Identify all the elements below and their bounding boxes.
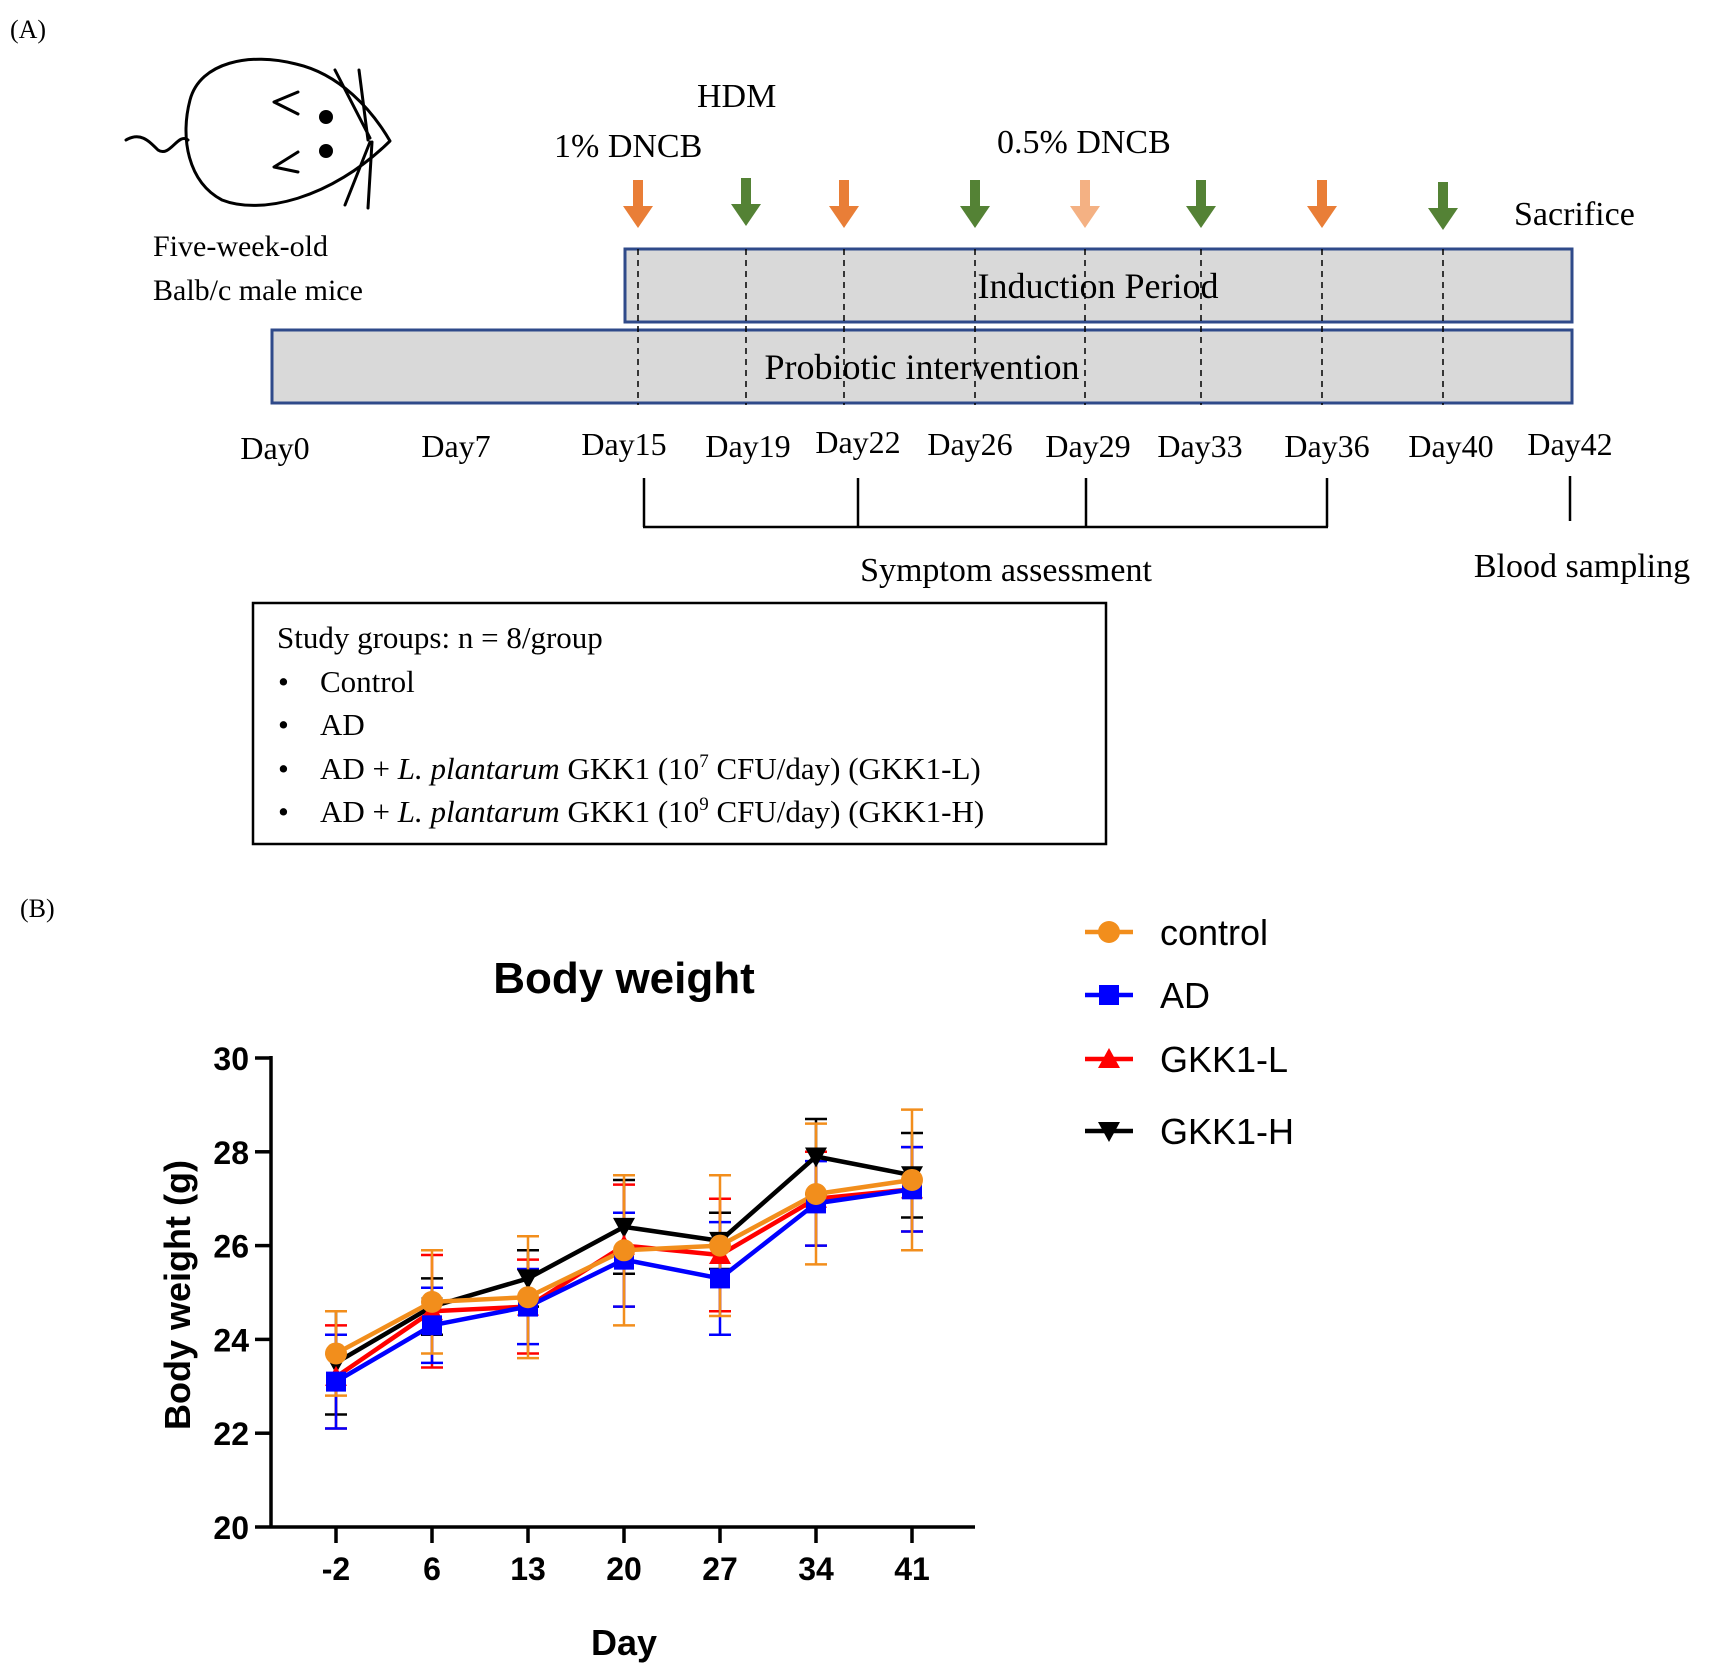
data-point-ad [326,1371,346,1392]
data-point-gkk1-h [805,1147,827,1168]
bullet: • [278,794,289,829]
y-axis-label: Body weight (g) [157,1160,198,1430]
chart-title: Body weight [493,954,755,1003]
symptom-assessment-label: Symptom assessment [860,552,1152,589]
x-tick-label: 13 [510,1551,546,1587]
group-control: Control [320,664,415,699]
legend-label-ad: AD [1160,975,1210,1016]
group-ad: AD [320,707,365,742]
x-tick-label: 27 [702,1551,738,1587]
day-label: Day0 [240,430,309,466]
animal-line1: Five-week-old [153,230,328,263]
dncb-05pct-label: 0.5% DNCB [997,124,1171,161]
legend-marker-control [1098,921,1120,943]
x-tick-label: 20 [606,1551,642,1587]
hdm-arrow-day33 [1186,180,1216,228]
legend-label-gkk1-l: GKK1-L [1160,1039,1288,1080]
data-point-control [709,1234,731,1257]
panel-b-label: (B) [20,894,55,923]
day-label: Day42 [1527,426,1612,462]
y-tick-label: 30 [213,1041,249,1077]
bullet: • [278,664,289,699]
data-point-control [901,1168,923,1191]
hdm-arrow-day19 [731,178,761,226]
day-label: Day7 [421,428,490,464]
panel-a-label: (A) [10,15,46,44]
sacrifice-label: Sacrifice [1514,196,1635,233]
treatment-arrows [623,178,1458,230]
legend-marker-ad [1099,985,1119,1005]
x-tick-label: 6 [423,1551,441,1587]
bullet: • [278,707,289,742]
study-groups-box [251,601,1108,846]
y-tick-label: 26 [213,1229,249,1265]
chart-axes: 20 22 24 26 28 30 -2 6 13 20 27 34 41 [213,1041,975,1587]
panel-b: (B) Body weight Body weight (g) Day 20 22… [20,894,1294,1663]
day-label: Day40 [1408,428,1493,464]
study-groups-title: Study groups: n = 8/group [277,620,603,655]
induction-period-bar [623,247,1574,324]
symptom-bracket [642,476,1572,529]
day-label: Day19 [705,428,790,464]
y-tick-label: 20 [213,1510,249,1546]
day-label: Day15 [581,426,666,462]
probiotic-intervention-bar [270,328,1574,405]
data-point-gkk1-h [613,1217,635,1238]
dncb-arrow-day36 [1307,180,1337,228]
day-labels: Day0 Day7 Day15 Day19 Day22 Day26 Day29 … [240,424,1612,466]
x-tick-label: 34 [798,1551,834,1587]
probiotic-intervention-label: Probiotic intervention [765,347,1080,387]
bullet: • [278,751,289,786]
induction-period-label: Induction Period [978,266,1219,306]
x-tick-label: 41 [894,1551,930,1587]
day-label: Day36 [1284,428,1369,464]
legend-marker-gkk1-l [1098,1048,1120,1068]
data-point-ad [710,1268,730,1289]
data-point-control [421,1290,443,1313]
y-tick-label: 24 [213,1322,249,1358]
data-point-gkk1-h [517,1269,539,1290]
data-point-control [325,1342,347,1365]
study-groups-list: Study groups: n = 8/group • Control • AD… [277,620,984,829]
hdm-arrow-day26 [960,180,990,228]
day-label: Day22 [815,424,900,460]
hdm-label: HDM [697,78,776,115]
legend: control AD GKK1-L GKK1-H [1085,912,1294,1152]
dncb-arrow-day22 [829,180,859,228]
day-label: Day33 [1157,428,1242,464]
data-point-control [613,1239,635,1262]
blood-sampling-label: Blood sampling [1474,548,1690,585]
data-point-control [517,1286,539,1309]
group-gkk1-h: AD + L. plantarum GKK1 (109 CFU/day) (GK… [320,794,984,829]
dashed-guides [637,249,1444,405]
x-axis-label: Day [591,1622,657,1663]
day-label: Day26 [927,426,1012,462]
hdm-arrow-day40 [1428,182,1458,230]
data-point-ad [422,1315,442,1336]
mouse-icon [124,57,392,210]
legend-label-gkk1-h: GKK1-H [1160,1111,1294,1152]
animal-line2: Balb/c male mice [153,274,363,307]
group-gkk1-l: AD + L. plantarum GKK1 (107 CFU/day) (GK… [320,751,981,786]
panel-a: (A) Five-week-old Balb/c male mice HDM 1… [10,15,1690,846]
data-point-control [805,1183,827,1206]
y-tick-label: 28 [213,1135,249,1171]
x-tick-label: -2 [322,1551,350,1587]
dncb-arrow-day15 [623,180,653,228]
day-label: Day29 [1045,428,1130,464]
y-tick-label: 22 [213,1416,249,1452]
dncb-arrow-day29 [1070,180,1100,228]
dncb-1pct-label: 1% DNCB [554,128,702,165]
legend-label-control: control [1160,912,1268,953]
legend-marker-gkk1-h [1098,1122,1120,1142]
series-markers [325,1147,923,1392]
